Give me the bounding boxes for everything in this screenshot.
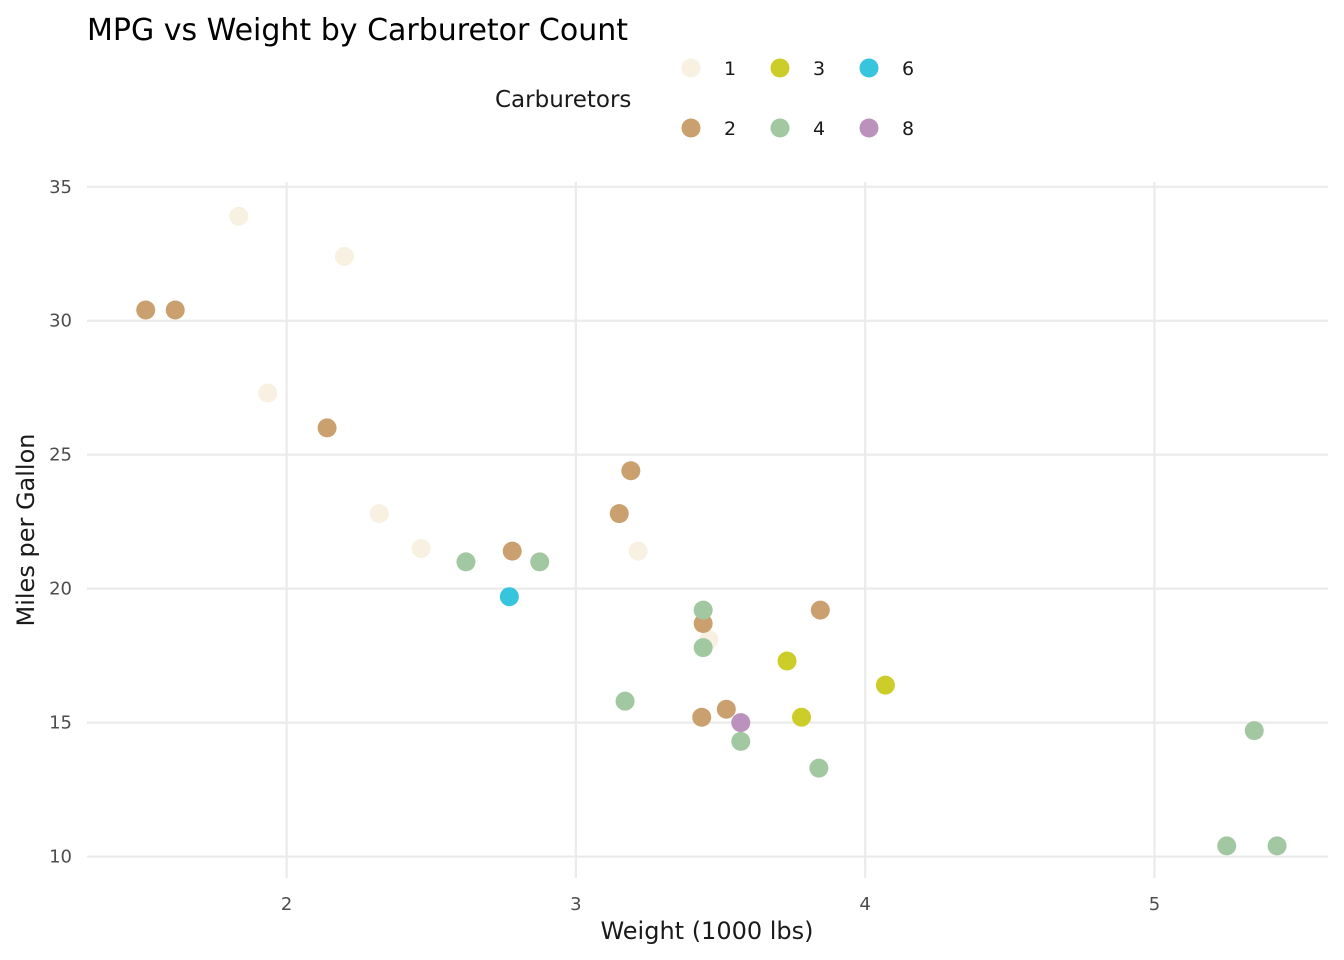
y-tick-label: 35	[49, 177, 72, 198]
data-point-carb-2	[692, 707, 712, 727]
data-point-carb-4	[1267, 836, 1287, 856]
data-point-carb-2	[716, 699, 736, 719]
data-point-carb-4	[1217, 836, 1237, 856]
data-point-carb-1	[229, 206, 249, 226]
legend-key-4	[770, 118, 790, 138]
data-point-carb-3	[875, 675, 895, 695]
chart-title: MPG vs Weight by Carburetor Count	[87, 13, 628, 48]
data-point-carb-8	[731, 713, 751, 733]
y-tick-label: 15	[49, 713, 72, 734]
x-tick-label: 2	[281, 894, 292, 915]
data-point-carb-4	[809, 758, 829, 778]
data-point-carb-4	[731, 731, 751, 751]
data-point-carb-2	[693, 613, 713, 633]
legend: Carburetors 1 2 3 4 6 8	[495, 58, 914, 140]
y-tick-label: 30	[49, 311, 72, 332]
data-point-carb-1	[411, 538, 431, 558]
y-tick-label: 20	[49, 579, 72, 600]
data-point-carb-2	[609, 504, 629, 524]
data-point-carb-2	[317, 418, 337, 438]
x-tick-label: 3	[570, 894, 581, 915]
data-point-carb-4	[456, 552, 476, 572]
data-point-carb-2	[810, 600, 830, 620]
data-point-carb-4	[530, 552, 550, 572]
legend-label: 6	[902, 58, 914, 80]
legend-key-1	[681, 58, 701, 78]
legend-key-8	[859, 118, 879, 138]
data-point-carb-1	[334, 246, 354, 266]
data-point-carb-2	[502, 541, 522, 561]
legend-key-3	[770, 58, 790, 78]
y-tick-label: 10	[49, 847, 72, 868]
x-axis-title: Weight (1000 lbs)	[600, 917, 813, 945]
data-point-carb-4	[693, 638, 713, 658]
data-point-carb-2	[165, 300, 185, 320]
data-point-carb-3	[792, 707, 812, 727]
x-tick-label: 4	[859, 894, 870, 915]
data-point-carb-2	[136, 300, 156, 320]
legend-label: 1	[724, 58, 736, 80]
data-point-carb-6	[499, 587, 519, 607]
legend-title: Carburetors	[495, 87, 631, 113]
legend-label: 4	[813, 118, 825, 140]
y-axis-title: Miles per Gallon	[12, 434, 40, 627]
x-tick-label: 5	[1149, 894, 1160, 915]
data-point-carb-4	[615, 691, 635, 711]
y-tick-label: 25	[49, 445, 72, 466]
legend-label: 3	[813, 58, 825, 80]
data-point-carb-4	[693, 600, 713, 620]
data-point-carb-3	[777, 651, 797, 671]
data-point-carb-2	[621, 461, 641, 481]
legend-label: 2	[724, 118, 736, 140]
data-point-carb-4	[1244, 721, 1264, 741]
legend-key-2	[681, 118, 701, 138]
legend-key-6	[859, 58, 879, 78]
data-point-carb-1	[628, 541, 648, 561]
legend-label: 8	[902, 118, 914, 140]
data-point-carb-1	[369, 504, 389, 524]
data-point-carb-1	[258, 383, 278, 403]
